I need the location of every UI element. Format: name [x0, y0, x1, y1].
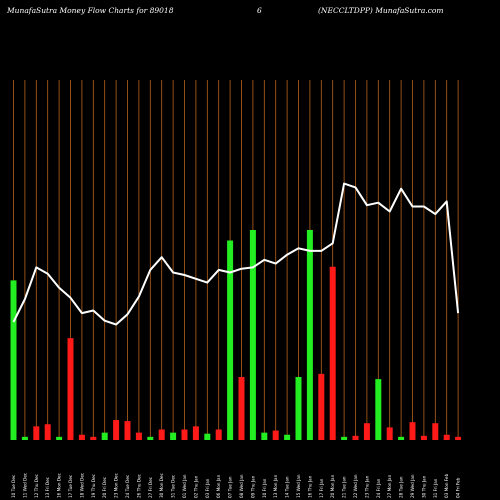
- x-tick-label: 27 Mon Jan: [387, 474, 392, 498]
- x-tick-label: 02 Thu Jan: [193, 475, 198, 498]
- bar: [455, 436, 462, 440]
- bar: [124, 421, 131, 440]
- x-tick-label: 17 Tue Dec: [68, 474, 73, 498]
- bar: [375, 379, 382, 440]
- x-tick-label: 23 Mon Dec: [114, 472, 119, 498]
- bar: [44, 424, 51, 440]
- bar: [295, 377, 302, 440]
- bar: [249, 230, 256, 440]
- bar: [420, 435, 427, 440]
- x-tick-label: 16 Thu Jan: [307, 475, 312, 498]
- x-tick-label: 09 Thu Jan: [250, 475, 255, 498]
- x-tick-label: 01 Wed Jan: [182, 474, 187, 498]
- bar: [261, 432, 268, 440]
- grid-lines: [13, 80, 459, 440]
- chart-source: (NECCLTDPP) MunafaSutra.com: [318, 6, 444, 15]
- bar: [329, 266, 336, 440]
- x-tick-label: 31 Tue Dec: [171, 474, 176, 498]
- x-tick-label: 13 Fri Dec: [45, 476, 50, 498]
- x-tick-label: 14 Tue Jan: [285, 476, 290, 498]
- bar: [135, 432, 142, 440]
- bar: [215, 429, 222, 440]
- x-axis-labels: 04 Fri Feb 03 Mon Feb 31 Fri Jan 30 Thu Jan…: [11, 472, 461, 498]
- bar: [398, 436, 405, 440]
- price-line: [12, 182, 460, 326]
- x-tick-label: 13 Mon Jan: [273, 474, 278, 498]
- bar: [238, 377, 245, 440]
- chart-title-middle: 6: [257, 6, 262, 15]
- bar: [181, 429, 188, 440]
- x-tick-label: 07 Tue Jan: [228, 476, 233, 498]
- x-tick-label: 08 Wed Jan: [239, 474, 244, 498]
- x-tick-label: 24 Tue Dec: [125, 474, 130, 498]
- x-tick-label: 29 Wed Jan: [410, 474, 415, 498]
- x-tick-label: 10 Tue Dec: [11, 474, 16, 498]
- x-tick-label: 03 Mon Feb: [444, 473, 449, 498]
- x-tick-label: 19 Thu Dec: [91, 473, 96, 498]
- x-tick-label: 21 Tue Jan: [342, 476, 347, 498]
- bar: [227, 240, 234, 440]
- x-tick-label: 11 Wed Dec: [22, 472, 27, 498]
- x-tick-label: 17 Fri Jan: [319, 478, 324, 498]
- x-tick-label: 26 Thu Dec: [136, 473, 141, 498]
- bars: [10, 230, 462, 440]
- x-tick-label: 30 Thu Jan: [421, 475, 426, 498]
- bar: [386, 427, 393, 440]
- bar: [21, 436, 28, 440]
- x-tick-label: 10 Fri Jan: [262, 478, 267, 498]
- bar: [341, 436, 348, 440]
- bar: [284, 434, 291, 440]
- x-tick-label: 30 Mon Dec: [159, 472, 164, 498]
- bar: [78, 434, 85, 440]
- bar: [443, 434, 450, 440]
- x-tick-label: 31 Fri Jan: [433, 478, 438, 498]
- x-tick-label: 12 Thu Dec: [34, 473, 39, 498]
- x-tick-label: 16 Mon Dec: [57, 472, 62, 498]
- x-tick-label: 28 Tue Jan: [399, 476, 404, 498]
- x-tick-label: 06 Mon Jan: [216, 474, 221, 498]
- line-series: [12, 182, 460, 326]
- x-tick-label: 15 Wed Jan: [296, 474, 301, 498]
- x-tick-label: 27 Fri Dec: [148, 476, 153, 498]
- chart-title: MunafaSutra Money Flow Charts for 89018: [7, 6, 174, 15]
- bar: [10, 280, 17, 440]
- x-tick-label: 04 Fri Feb: [456, 477, 461, 498]
- bar: [113, 420, 120, 440]
- bar: [33, 426, 40, 440]
- bar: [363, 423, 370, 440]
- bar: [101, 432, 108, 440]
- bar: [158, 429, 165, 440]
- bar: [409, 422, 416, 440]
- bar: [432, 423, 439, 440]
- x-tick-label: 24 Fri Jan: [376, 478, 381, 498]
- bar: [56, 436, 63, 440]
- x-tick-label: 23 Thu Jan: [364, 475, 369, 498]
- bar: [306, 230, 313, 440]
- bar: [204, 433, 211, 440]
- bar: [170, 432, 177, 440]
- bar: [192, 426, 199, 440]
- bar: [352, 435, 359, 440]
- x-tick-label: 20 Mon Jan: [330, 474, 335, 498]
- x-tick-label: 03 Fri Jan: [205, 478, 210, 498]
- bar: [67, 338, 74, 440]
- x-tick-label: 18 Wed Dec: [79, 472, 84, 498]
- bar: [272, 430, 279, 440]
- bar: [147, 436, 154, 440]
- bar: [318, 373, 325, 440]
- bar: [90, 436, 97, 440]
- x-tick-label: 20 Fri Dec: [102, 476, 107, 498]
- x-tick-label: 22 Wed Jan: [353, 474, 358, 498]
